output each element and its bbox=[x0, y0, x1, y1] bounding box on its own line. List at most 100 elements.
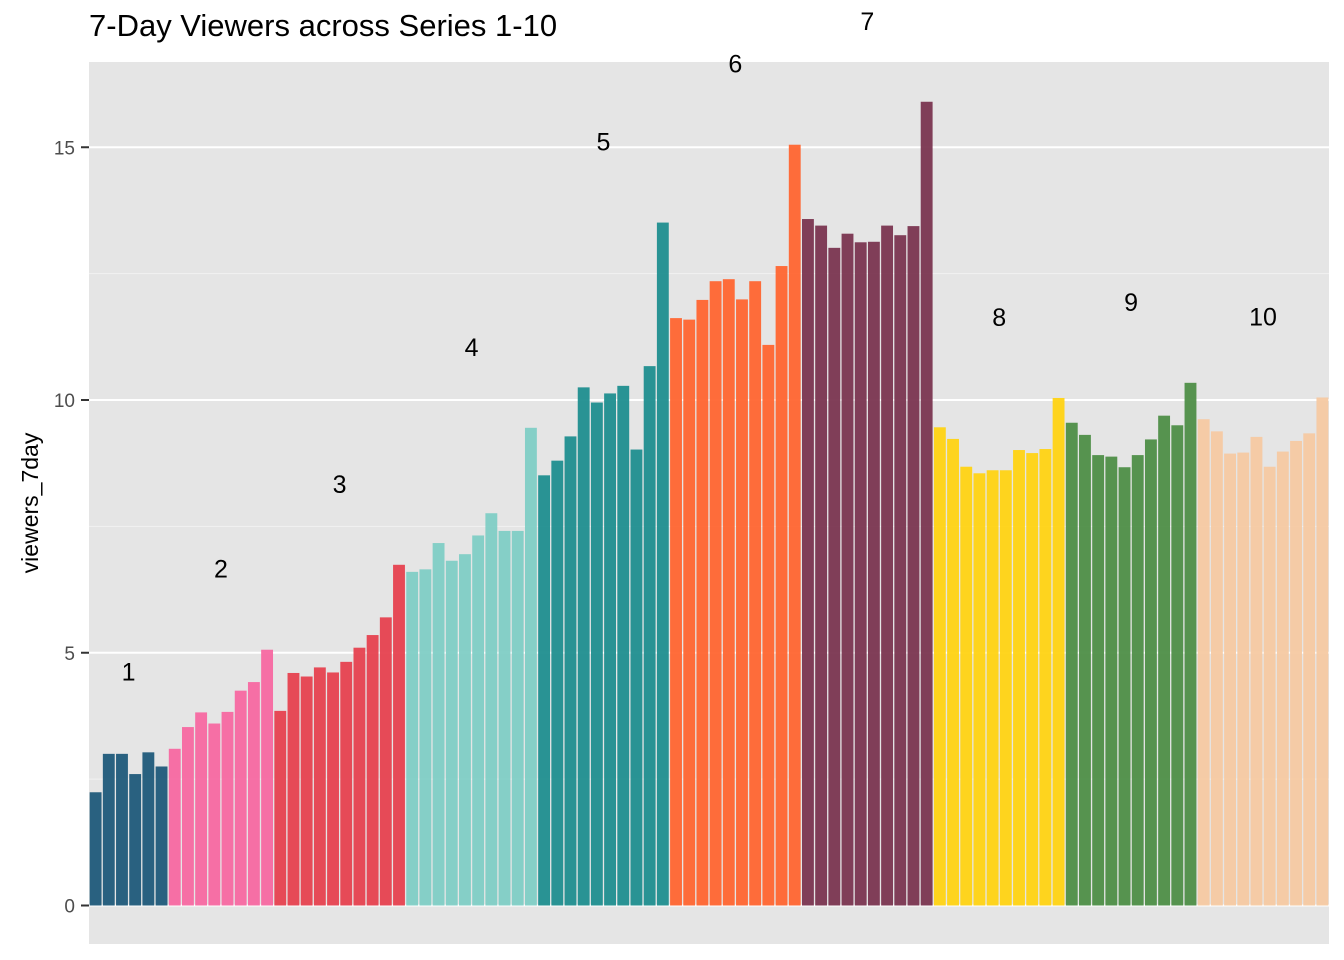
bar bbox=[313, 667, 326, 906]
bar bbox=[445, 560, 458, 906]
bar bbox=[208, 723, 221, 906]
bar bbox=[485, 513, 498, 906]
bar bbox=[722, 279, 735, 906]
y-tick-label: 0 bbox=[64, 897, 75, 918]
bar bbox=[749, 281, 762, 906]
bar bbox=[234, 690, 247, 906]
bar bbox=[1197, 419, 1210, 906]
series-labels: 1 2 3 4 5 6 7 8 9 10 bbox=[122, 8, 1277, 687]
bar bbox=[116, 753, 128, 906]
bar bbox=[920, 101, 933, 906]
bar bbox=[656, 222, 669, 906]
bar bbox=[907, 226, 920, 906]
bar bbox=[788, 144, 801, 906]
bar bbox=[1079, 434, 1091, 906]
series-label: 8 bbox=[992, 304, 1006, 332]
bar bbox=[195, 712, 208, 906]
bar bbox=[617, 385, 630, 906]
series-label: 4 bbox=[465, 334, 479, 362]
bar bbox=[129, 774, 142, 906]
bar bbox=[1184, 382, 1197, 906]
bar bbox=[630, 449, 643, 906]
bar bbox=[247, 682, 260, 906]
bar bbox=[432, 543, 445, 906]
series-label: 7 bbox=[860, 8, 874, 36]
bar bbox=[1290, 440, 1302, 906]
bar bbox=[986, 470, 999, 906]
bar bbox=[1250, 436, 1263, 906]
bar bbox=[815, 225, 828, 906]
bar bbox=[683, 319, 696, 906]
bar bbox=[274, 710, 287, 906]
bar bbox=[1131, 455, 1144, 906]
bar bbox=[670, 318, 682, 906]
bar bbox=[327, 672, 339, 906]
bar bbox=[1171, 425, 1184, 906]
series-label: 6 bbox=[728, 51, 742, 79]
bar bbox=[973, 473, 986, 906]
bar bbox=[1210, 431, 1223, 906]
bar bbox=[155, 766, 168, 906]
bar bbox=[366, 635, 379, 906]
bar bbox=[551, 460, 564, 906]
y-tick-label: 10 bbox=[54, 391, 75, 412]
series-label: 3 bbox=[333, 471, 347, 499]
bar bbox=[564, 436, 577, 906]
bar bbox=[762, 344, 775, 906]
bar bbox=[524, 427, 537, 906]
bar bbox=[168, 748, 181, 906]
series-label: 10 bbox=[1249, 303, 1277, 331]
bar bbox=[419, 569, 432, 906]
bar bbox=[300, 676, 313, 906]
bar bbox=[1158, 415, 1171, 906]
bar bbox=[406, 571, 419, 906]
bar bbox=[1316, 397, 1329, 906]
bar bbox=[867, 241, 880, 906]
bar bbox=[142, 752, 155, 906]
bar bbox=[1065, 422, 1078, 906]
bar bbox=[1118, 467, 1131, 906]
bar bbox=[102, 753, 115, 906]
y-axis-title: viewers_7day bbox=[17, 432, 43, 573]
bar bbox=[1276, 451, 1289, 906]
bar bbox=[590, 402, 603, 906]
bar bbox=[1303, 433, 1316, 906]
bar bbox=[261, 649, 274, 906]
bar bbox=[854, 242, 867, 906]
bar bbox=[1263, 466, 1276, 906]
bar bbox=[947, 438, 959, 906]
bar bbox=[1039, 449, 1052, 906]
bar bbox=[1026, 453, 1039, 906]
bar bbox=[1237, 452, 1250, 906]
bar bbox=[960, 466, 973, 906]
bar bbox=[894, 235, 907, 906]
bar bbox=[1092, 455, 1105, 906]
bar bbox=[498, 530, 511, 906]
chart-title: 7-Day Viewers across Series 1-10 bbox=[89, 8, 558, 43]
bar bbox=[1105, 456, 1118, 906]
bar bbox=[577, 387, 590, 906]
bar bbox=[1052, 397, 1065, 906]
bar bbox=[828, 247, 841, 906]
bar bbox=[393, 564, 405, 906]
bar bbox=[881, 225, 894, 906]
bar bbox=[775, 266, 788, 906]
bar bbox=[1144, 439, 1157, 906]
bar bbox=[379, 617, 392, 906]
bar bbox=[736, 299, 748, 906]
series-label: 2 bbox=[214, 556, 228, 584]
bar bbox=[538, 475, 551, 906]
bar bbox=[1013, 450, 1025, 906]
y-axis: 0 5 10 15 bbox=[54, 138, 89, 918]
bar bbox=[472, 535, 485, 906]
bar bbox=[459, 554, 471, 906]
bar bbox=[643, 366, 656, 906]
series-label: 9 bbox=[1124, 289, 1138, 317]
bar bbox=[340, 661, 353, 906]
bar bbox=[511, 530, 524, 906]
bar bbox=[933, 427, 946, 906]
bar bbox=[182, 727, 194, 906]
series-label: 1 bbox=[122, 658, 136, 686]
bar bbox=[221, 711, 234, 906]
